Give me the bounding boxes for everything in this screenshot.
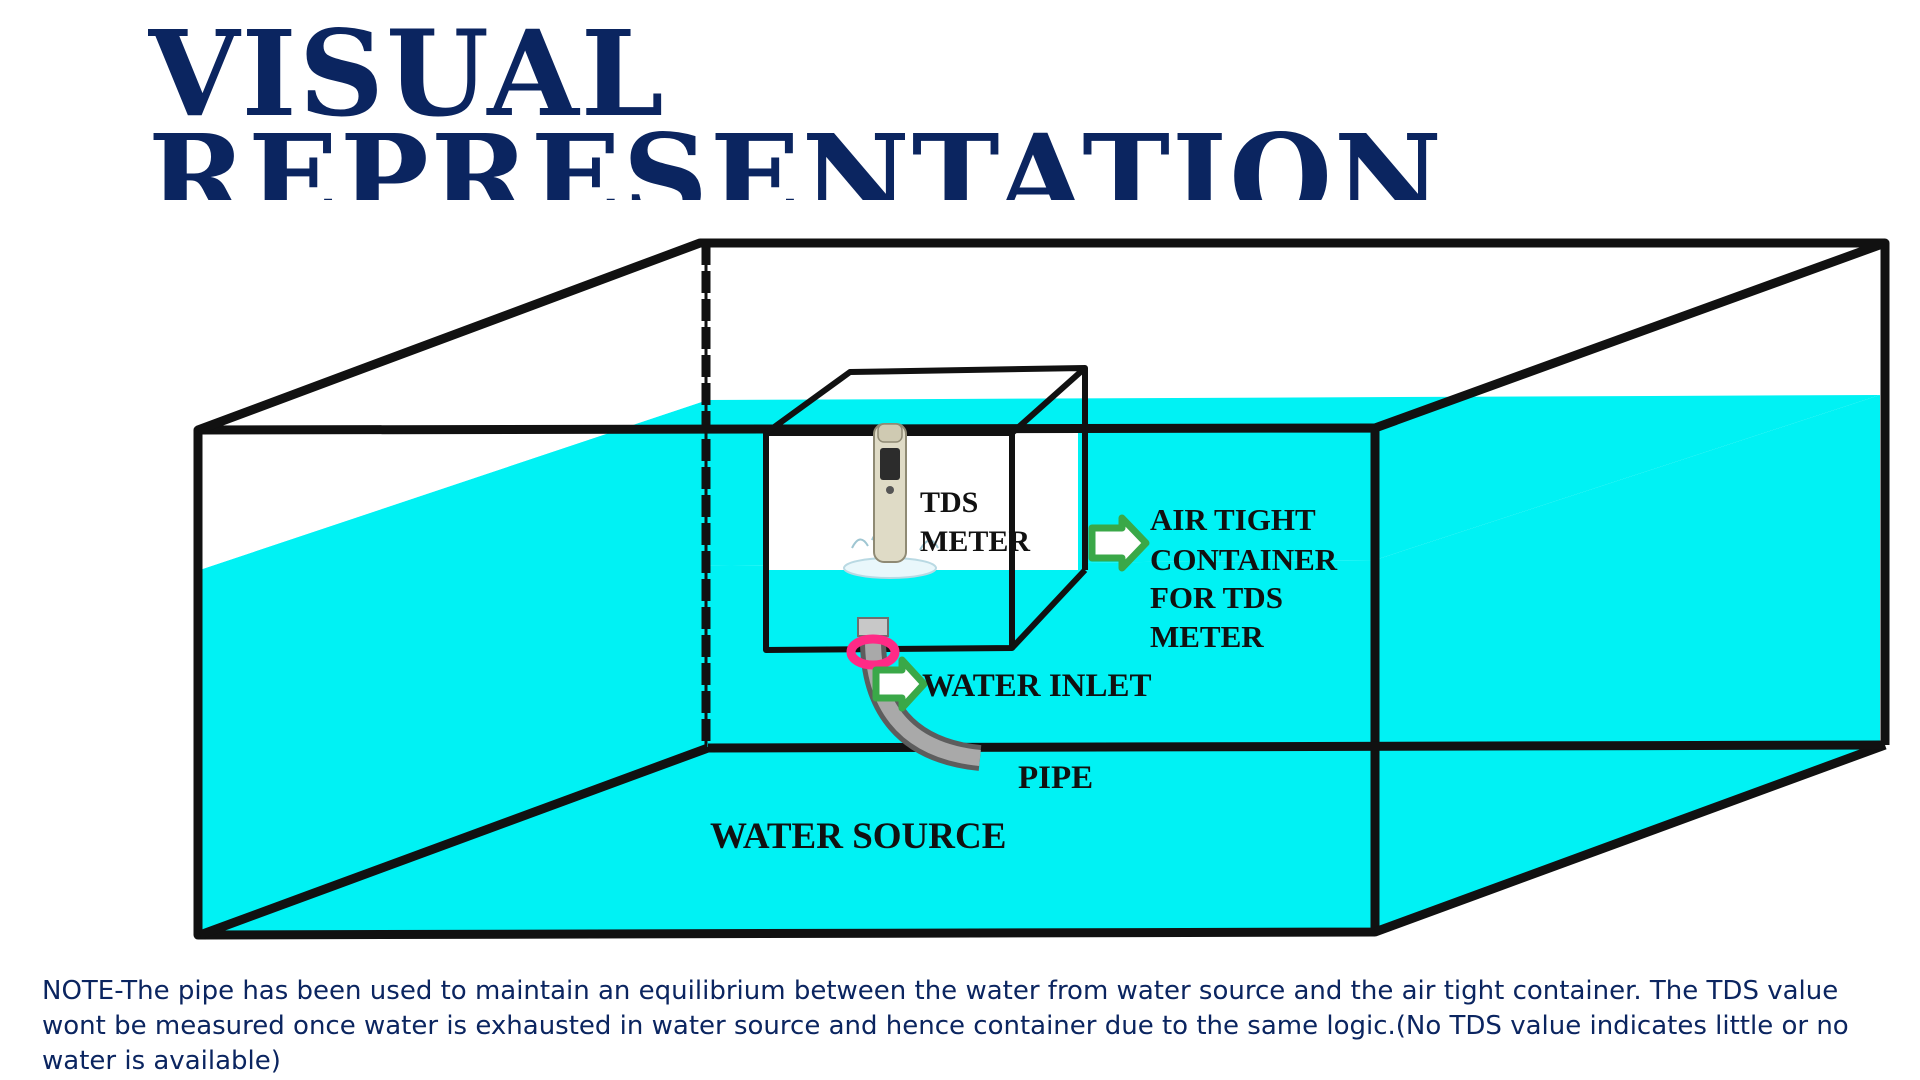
label-container-line-3: FOR TDS [1150, 580, 1283, 615]
meter-display [880, 448, 900, 480]
tank-back-bottom-edge [707, 740, 1886, 753]
water-right-face [1375, 395, 1880, 930]
label-container-line-2: CONTAINER [1150, 542, 1338, 577]
tank-left-bottom-edge [198, 743, 710, 940]
container-right-bottom-edge [1009, 567, 1088, 651]
pipe-ring [846, 634, 900, 670]
note-text: NOTE-The pipe has been used to maintain … [42, 976, 1849, 1076]
page-title-line-1: VISUAL [148, 4, 666, 143]
meter-cap [877, 423, 903, 443]
label-pipe: PIPE [1018, 760, 1093, 796]
arrow-right-icon [872, 514, 1150, 712]
tds-meter-icon [843, 423, 939, 579]
page-title: VISUAL REPRESENTATION [148, 4, 1448, 201]
meter-button [886, 486, 894, 494]
label-container-line-4: METER [1150, 619, 1264, 654]
water-fill [200, 395, 1880, 935]
label-tds-meter-line-1: TDS [920, 486, 978, 519]
label-water-inlet: WATER INLET [922, 668, 1152, 704]
arrow-water-inlet [872, 656, 928, 712]
arrow-container [1088, 514, 1150, 572]
tank-right-bottom-edge [1373, 740, 1887, 937]
water-tank-outline [193, 238, 1890, 940]
label-tds-meter-line-2: METER [920, 525, 1030, 558]
page-title-line-2: REPRESENTATION [148, 108, 1444, 201]
label-water-source: WATER SOURCE [710, 816, 1006, 857]
pipe-top-cap [857, 617, 889, 637]
pipe-icon [846, 617, 982, 771]
container-top-edges [764, 365, 1088, 436]
label-container-line-1: AIR TIGHT [1150, 502, 1316, 537]
tank-top-edges [196, 238, 1890, 435]
air-tight-container [763, 365, 1088, 653]
